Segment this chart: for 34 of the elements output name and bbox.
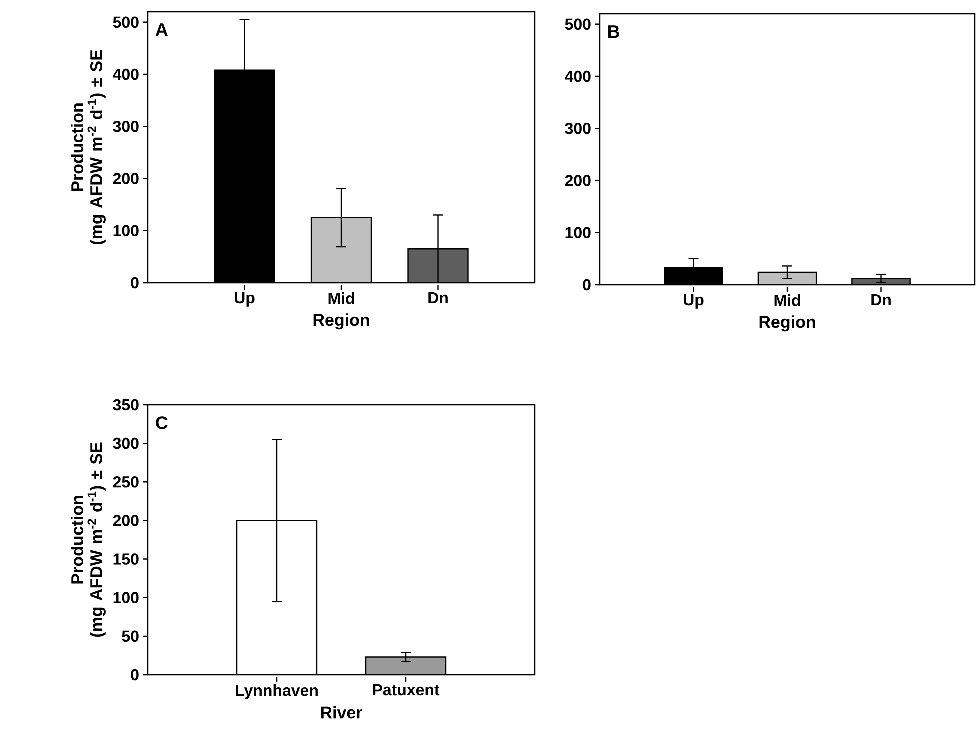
x-axis-title: River — [321, 706, 363, 719]
y-tick-label: 150 — [114, 554, 139, 565]
x-tick-label: Mid — [774, 294, 800, 306]
y-tick-label: 100 — [114, 225, 139, 237]
y-tick-label: 300 — [565, 122, 591, 134]
x-tick-label: Dn — [872, 294, 891, 306]
x-axis-title: Region — [314, 314, 370, 330]
x-axis-title: Region — [760, 316, 816, 332]
y-tick-label: 200 — [113, 173, 139, 184]
x-tick-label: Patuxent — [373, 684, 440, 696]
y-tick-label: 0 — [583, 279, 591, 291]
x-tick-label: Up — [235, 292, 255, 307]
x-tick-label: Mid — [328, 292, 354, 304]
y-tick-label: 400 — [113, 68, 139, 80]
x-tick-label: Dn — [428, 292, 448, 304]
x-tick-label: Lynnhaven — [236, 684, 318, 700]
y-tick-label: 300 — [113, 120, 139, 132]
y-tick-label: 400 — [565, 70, 591, 82]
y-tick-label: 350 — [113, 399, 139, 411]
y-tick-label: 300 — [113, 438, 139, 450]
annotation: A — [156, 24, 168, 36]
y-tick-label: 250 — [113, 476, 139, 488]
y-tick-label: 500 — [565, 18, 591, 30]
annotation: C — [156, 416, 168, 430]
annotation: B — [608, 26, 620, 38]
y-tick-label: 50 — [122, 630, 139, 642]
y-tick-label: 100 — [566, 227, 591, 239]
y-tick-label: 200 — [113, 515, 139, 526]
y-tick-label: 200 — [565, 175, 591, 186]
y-tick-label: 500 — [113, 16, 139, 28]
y-tick-label: 0 — [131, 669, 139, 681]
x-tick-label: Up — [684, 294, 704, 309]
y-tick-label: 0 — [131, 277, 139, 289]
y-tick-label: 100 — [114, 592, 139, 604]
